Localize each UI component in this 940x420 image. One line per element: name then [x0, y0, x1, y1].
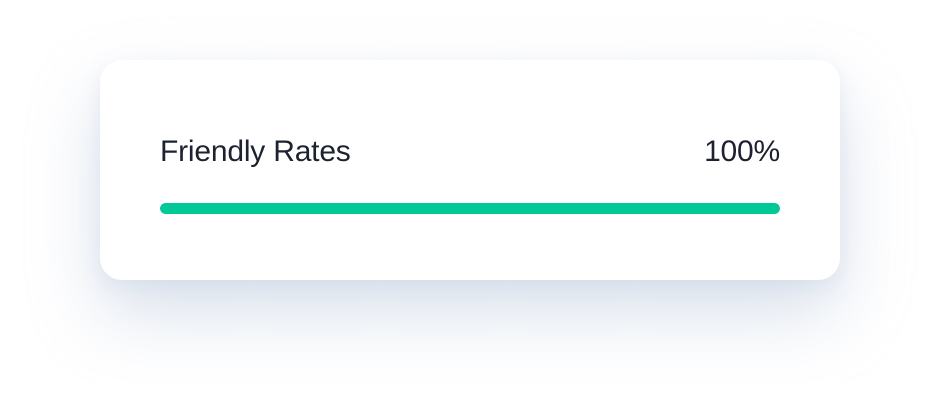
progress-card: Friendly Rates 100% [100, 60, 840, 280]
progress-label: Friendly Rates [160, 135, 351, 168]
progress-fill [160, 203, 780, 214]
progress-track [160, 203, 780, 214]
progress-header: Friendly Rates 100% [160, 132, 780, 172]
progress-value: 100% [704, 135, 780, 168]
